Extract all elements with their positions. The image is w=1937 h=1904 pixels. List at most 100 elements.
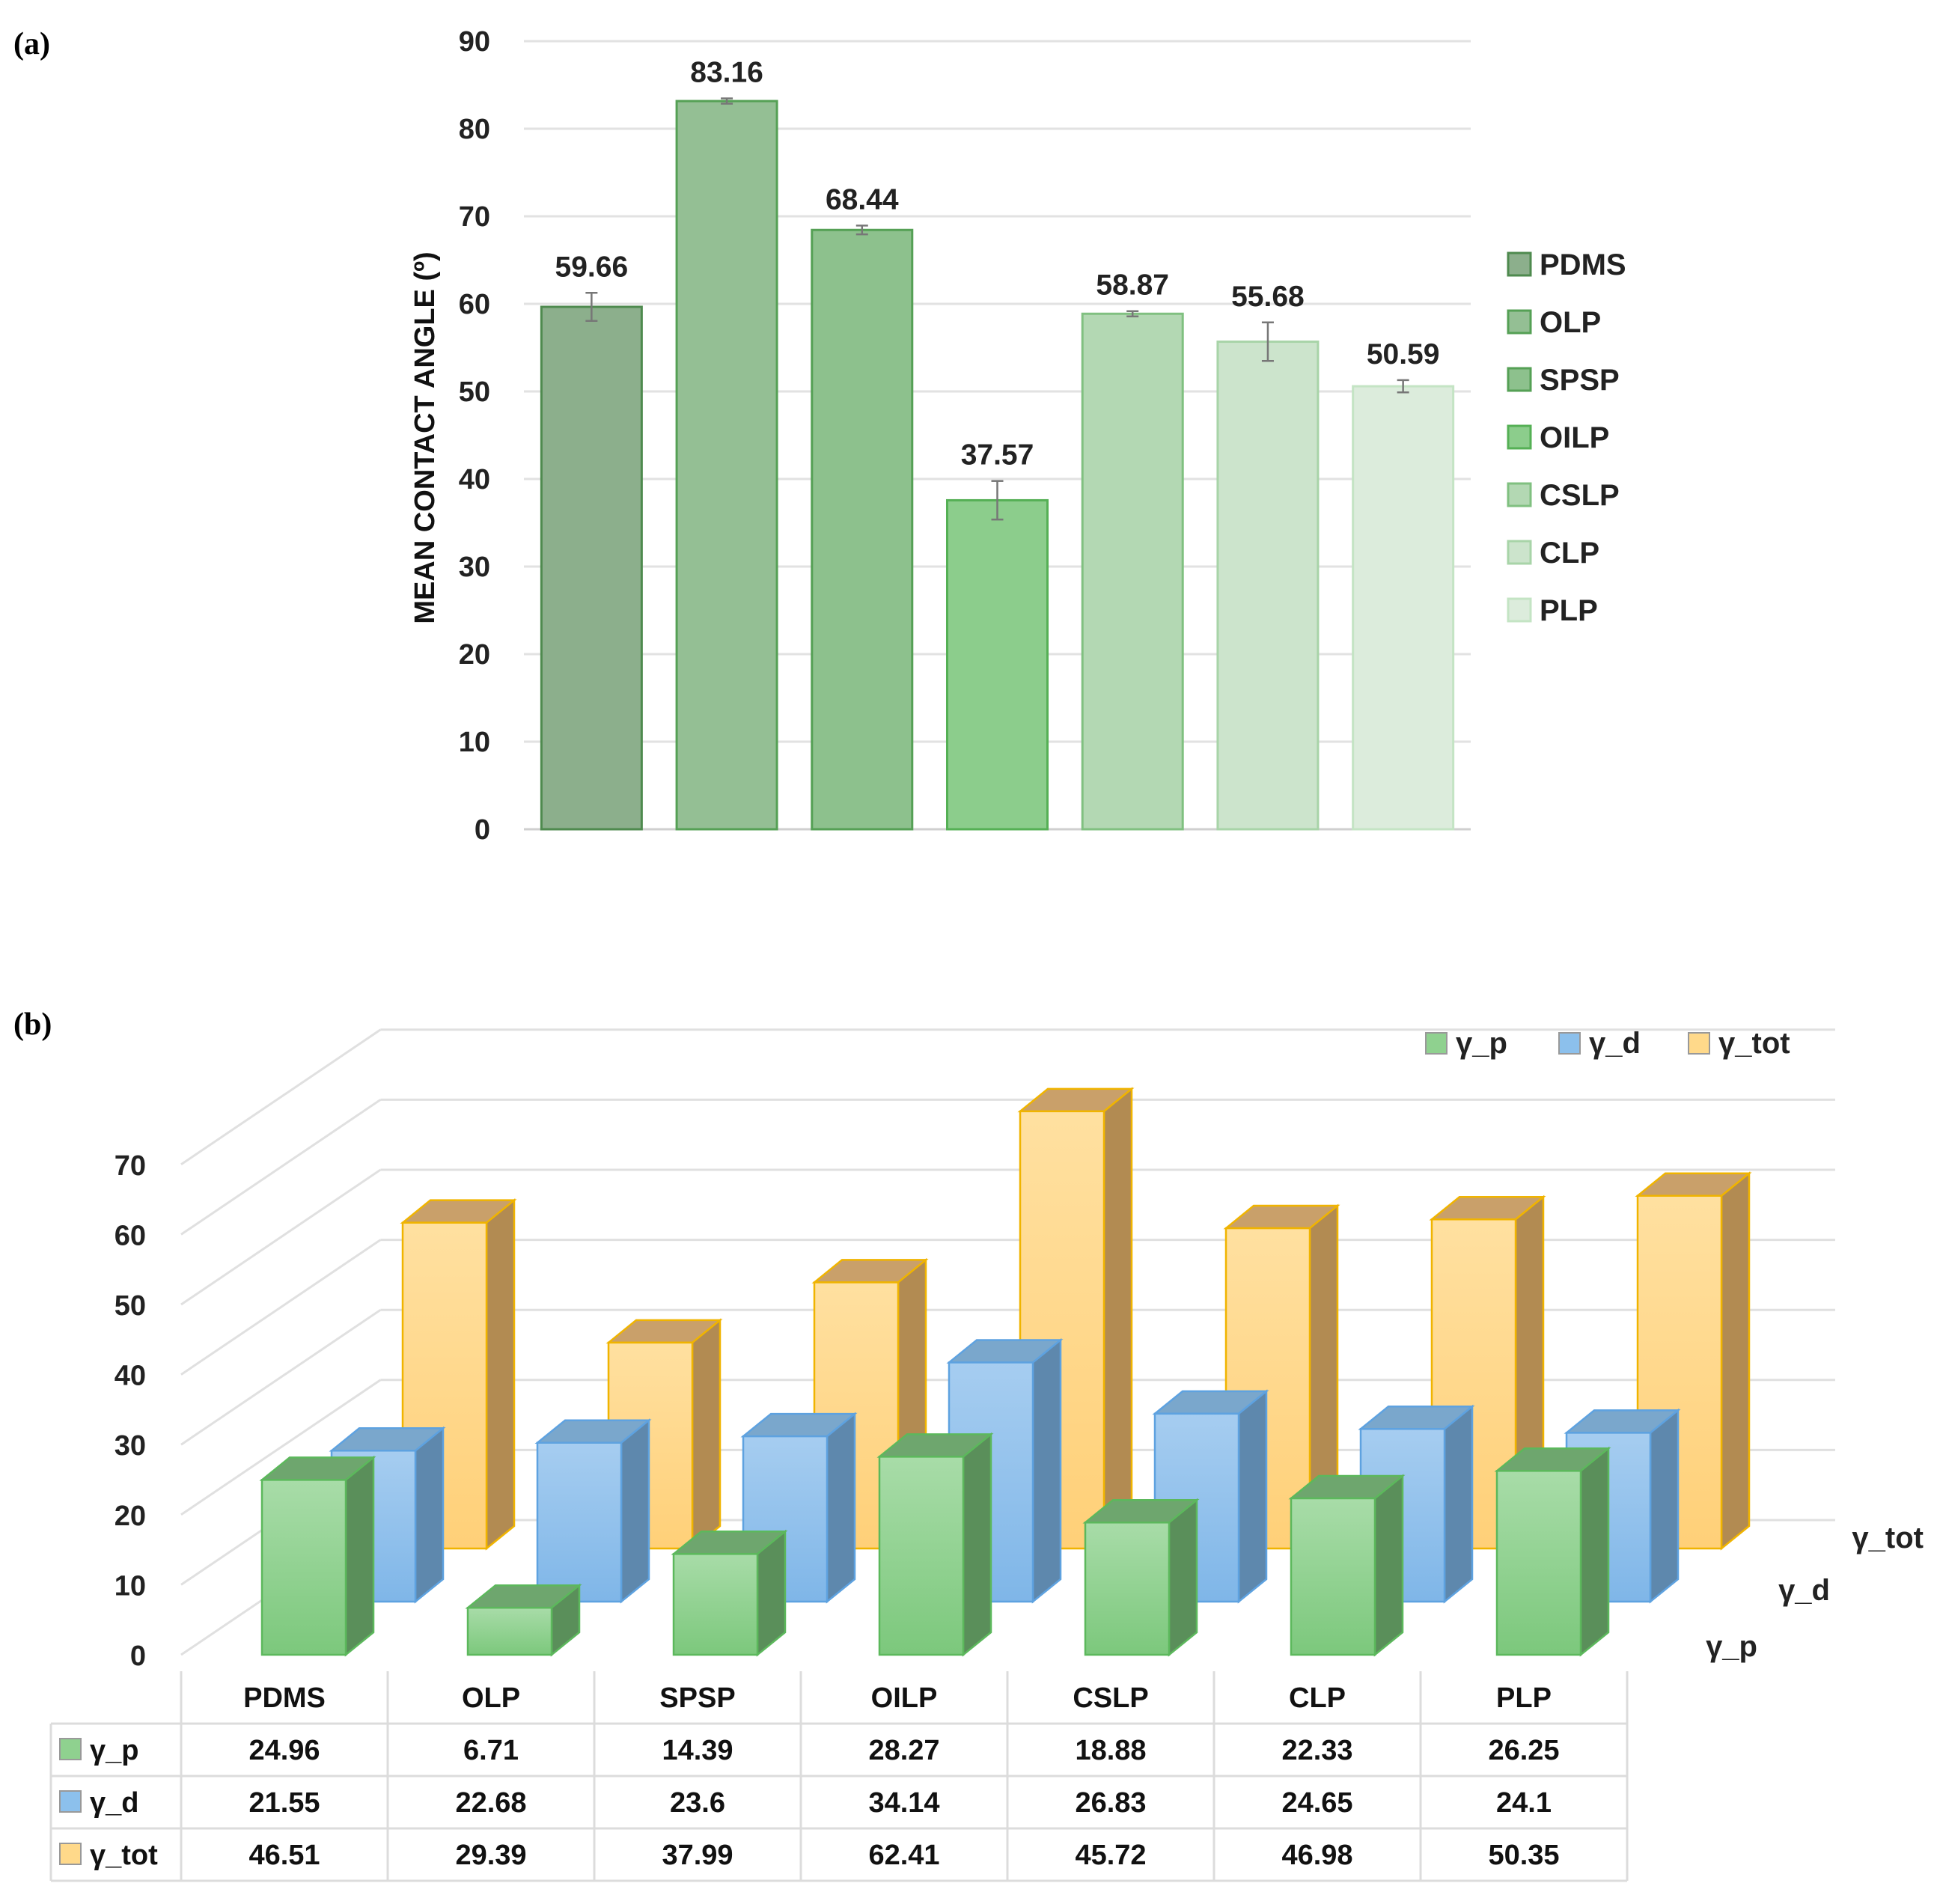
table-row-label-p: γ_p	[90, 1735, 138, 1766]
table-cell-tot-clp: 46.98	[1281, 1840, 1352, 1871]
table-cell-d-pdms: 21.55	[248, 1787, 320, 1819]
bar-p-pdms	[260, 1479, 347, 1656]
table-row-label-tot: γ_tot	[90, 1840, 158, 1871]
legend-swatch-plp	[1507, 597, 1532, 623]
table-header-clp: CLP	[1289, 1682, 1346, 1714]
chart-a: MEAN CONTACT ANGLE (º) 0 10 20 30 40 50 60 70 80…	[409, 26, 1626, 846]
bar-plp	[1352, 385, 1455, 831]
table-cell-tot-olp: 29.39	[455, 1840, 526, 1871]
y-tick-label-40: 40	[115, 1361, 146, 1392]
bar-p-cslp	[1084, 1522, 1171, 1656]
table-cell-d-cslp: 26.83	[1075, 1787, 1146, 1819]
bar-side-tot-pdms	[485, 1198, 516, 1551]
y-tick-label-50: 50	[459, 376, 490, 408]
y-tick-label-70: 70	[459, 201, 490, 233]
y-tick-label-40: 40	[459, 464, 490, 495]
legend-swatch-olp	[1507, 309, 1532, 335]
depth-label-tot: γ_tot	[1852, 1522, 1924, 1554]
depth-label-d: γ_d	[1778, 1574, 1830, 1607]
bar-side-d-oilp	[1031, 1337, 1062, 1604]
grid-diagonal-40	[180, 1239, 382, 1376]
table-cell-p-clp: 22.33	[1281, 1735, 1352, 1766]
bar-side-p-pdms	[344, 1455, 375, 1657]
bar-side-p-cslp	[1168, 1498, 1198, 1657]
y-tick-label-20: 20	[115, 1501, 146, 1532]
legend-label-clp: CLP	[1540, 537, 1599, 570]
bar-side-p-spsp	[756, 1529, 787, 1657]
legend-label-tot: γ_tot	[1718, 1027, 1790, 1060]
legend-label-p: γ_p	[1456, 1027, 1507, 1060]
table-cell-p-cslp: 18.88	[1075, 1735, 1146, 1766]
bar-cslp	[1081, 312, 1184, 831]
table-header-oilp: OILP	[871, 1682, 938, 1714]
bar-olp	[675, 100, 778, 831]
table-cell-tot-pdms: 46.51	[248, 1840, 320, 1871]
table-header-plp: PLP	[1496, 1682, 1552, 1714]
table-row-swatch-tot	[59, 1843, 82, 1865]
grid-diagonal-60	[180, 1099, 382, 1236]
table-cell-d-clp: 24.65	[1281, 1787, 1352, 1819]
bar-p-clp	[1290, 1497, 1376, 1656]
y-tick-label-10: 10	[459, 727, 490, 758]
legend-swatch-clp	[1507, 540, 1532, 565]
bar-p-plp	[1495, 1470, 1582, 1656]
legend-swatch-p	[1425, 1032, 1448, 1055]
y-tick-label-50: 50	[115, 1290, 146, 1322]
bar-side-tot-plp	[1720, 1171, 1751, 1551]
data-label-plp: 50.59	[1367, 338, 1440, 370]
y-tick-label-0: 0	[130, 1641, 146, 1672]
y-tick-label-20: 20	[459, 639, 490, 671]
y-tick-label-90: 90	[459, 26, 490, 58]
table-cell-p-olp: 6.71	[463, 1735, 519, 1766]
bar-spsp	[811, 228, 914, 831]
bar-side-tot-oilp	[1102, 1087, 1133, 1551]
table-row-swatch-d	[59, 1790, 82, 1813]
legend-swatch-tot	[1688, 1032, 1710, 1055]
y-tick-label-30: 30	[459, 552, 490, 583]
y-tick-label-70: 70	[115, 1150, 146, 1182]
table-row-swatch-p	[59, 1738, 82, 1760]
data-label-pdms: 59.66	[555, 251, 629, 283]
bar-pdms	[540, 305, 643, 831]
legend-swatch-d	[1558, 1032, 1581, 1055]
table-header-cslp: CSLP	[1073, 1682, 1148, 1714]
bar-side-d-plp	[1649, 1408, 1680, 1604]
table-cell-d-olp: 22.68	[455, 1787, 526, 1819]
table-cell-tot-spsp: 37.99	[662, 1840, 733, 1871]
panel-a-label: (a)	[13, 27, 50, 61]
legend-label-plp: PLP	[1540, 594, 1598, 627]
table-header-pdms: PDMS	[243, 1682, 326, 1714]
bar-p-olp	[466, 1606, 553, 1656]
bar-oilp	[946, 498, 1049, 831]
data-label-spsp: 68.44	[826, 183, 899, 216]
y-tick-label-30: 30	[115, 1430, 146, 1462]
table-header-spsp: SPSP	[659, 1682, 735, 1714]
grid-diagonal-50	[180, 1168, 382, 1306]
legend-label-pdms: PDMS	[1540, 248, 1626, 281]
bar-side-d-pdms	[414, 1426, 445, 1604]
bar-side-p-plp	[1579, 1446, 1610, 1657]
table-cell-d-spsp: 23.6	[670, 1787, 725, 1819]
y-tick-label-80: 80	[459, 114, 490, 145]
y-tick-label-60: 60	[459, 289, 490, 320]
bar-side-d-olp	[620, 1418, 650, 1604]
table-cell-tot-cslp: 45.72	[1075, 1840, 1146, 1871]
chart-b: 0 10 20 30 40 50 60 70 γ_tot γ_d γ_p γ_p γ_d γ_tot PDM…	[49, 1027, 1924, 1882]
bar-side-p-clp	[1373, 1474, 1404, 1657]
panel-b-label: (b)	[13, 1007, 52, 1042]
grid-diagonal-20	[180, 1379, 382, 1516]
data-label-cslp: 58.87	[1096, 269, 1169, 302]
legend-label-oilp: OILP	[1540, 421, 1609, 454]
legend-swatch-cslp	[1507, 482, 1532, 507]
legend-swatch-oilp	[1507, 424, 1532, 450]
data-label-oilp: 37.57	[961, 439, 1034, 472]
table-header-olp: OLP	[462, 1682, 520, 1714]
bar-d-olp	[536, 1441, 623, 1603]
bar-clp	[1216, 341, 1320, 831]
table-cell-d-plp: 24.1	[1496, 1787, 1552, 1819]
y-tick-label-60: 60	[115, 1220, 146, 1251]
bar-p-spsp	[672, 1553, 759, 1656]
grid-diagonal-70	[180, 1028, 382, 1166]
table-cell-d-oilp: 34.14	[868, 1787, 939, 1819]
